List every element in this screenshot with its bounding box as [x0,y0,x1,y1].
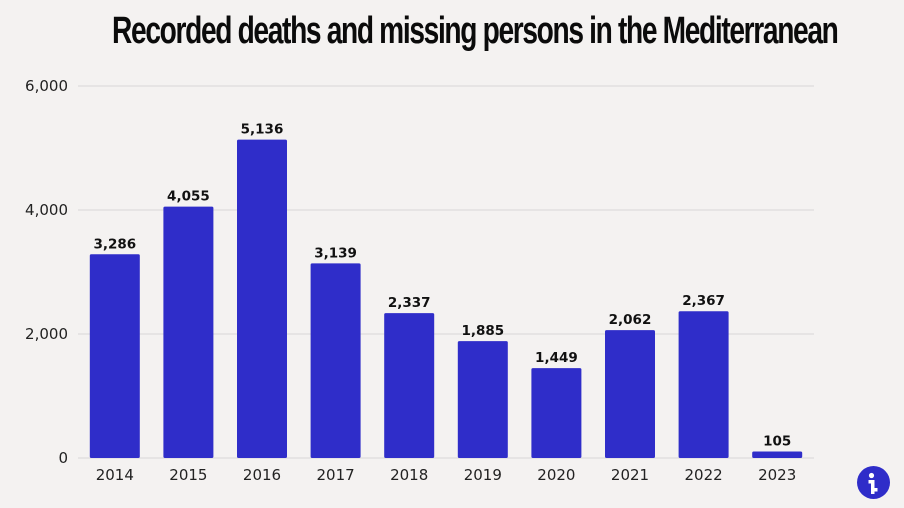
x-tick-label: 2022 [685,466,723,484]
y-tick-label: 6,000 [25,77,68,95]
bar-2018 [384,313,435,458]
bar-2019 [457,341,508,458]
x-tick-label: 2017 [317,466,355,484]
x-tick-label: 2016 [243,466,281,484]
x-tick-label: 2014 [96,466,134,484]
bar-2016 [237,139,287,458]
bar-2014 [89,254,140,458]
bar-2020 [531,368,582,458]
data-label: 2,337 [388,295,431,311]
y-tick-label: 4,000 [25,201,68,219]
data-label: 105 [763,433,791,449]
bar-2015 [163,206,214,458]
data-labels: 3,286 4,055 5,136 3,139 2,337 1,885 1,449 2,062… [93,122,791,450]
y-axis: 0 2,000 4,000 6,000 [25,77,68,467]
bar-2022 [678,311,729,458]
x-tick-label: 2018 [390,466,428,484]
bars [89,139,803,458]
data-label: 2,367 [682,293,725,309]
data-label: 5,136 [241,122,284,138]
x-tick-label: 2019 [464,466,502,484]
y-tick-label: 2,000 [25,325,68,343]
brand-logo-icon[interactable] [857,466,890,499]
data-label: 2,062 [609,312,652,328]
y-tick-label: 0 [58,449,68,467]
bar-2017 [310,263,361,458]
x-axis: 2014 2015 2016 2017 2018 2019 2020 2021 2022 2023 [96,466,797,484]
data-label: 1,885 [461,323,504,339]
data-label: 3,139 [314,245,357,261]
x-tick-label: 2023 [758,466,796,484]
chart-title: Recorded deaths and missing persons in t… [112,10,839,52]
data-label: 3,286 [93,236,136,252]
info-icon [868,472,878,494]
data-label: 1,449 [535,350,578,366]
x-tick-label: 2015 [169,466,207,484]
bar-2023 [752,451,803,458]
bar-2021 [605,330,655,458]
x-tick-label: 2020 [537,466,575,484]
data-label: 4,055 [167,189,210,205]
x-tick-label: 2021 [611,466,649,484]
